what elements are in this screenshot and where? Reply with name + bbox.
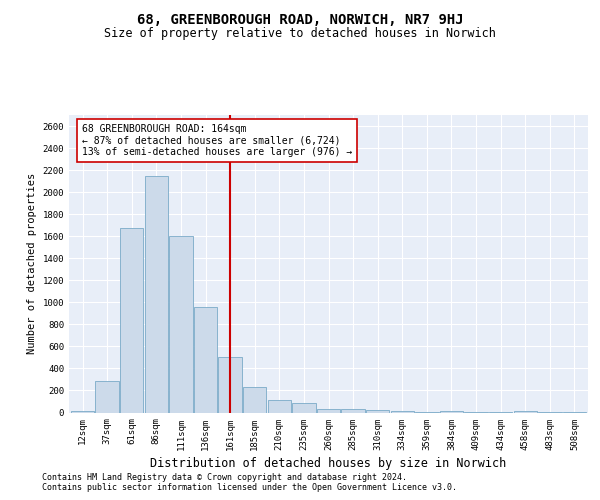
Text: Contains HM Land Registry data © Crown copyright and database right 2024.: Contains HM Land Registry data © Crown c… [42, 472, 407, 482]
Bar [514, 411, 537, 412]
Bar [268, 400, 291, 412]
Text: Contains public sector information licensed under the Open Government Licence v3: Contains public sector information licen… [42, 484, 457, 492]
Text: 68 GREENBOROUGH ROAD: 164sqm
← 87% of detached houses are smaller (6,724)
13% of: 68 GREENBOROUGH ROAD: 164sqm ← 87% of de… [82, 124, 352, 157]
Bar [95, 380, 119, 412]
Bar [391, 411, 414, 412]
Bar [317, 408, 340, 412]
Text: Size of property relative to detached houses in Norwich: Size of property relative to detached ho… [104, 28, 496, 40]
Bar [71, 410, 94, 412]
Bar [243, 386, 266, 412]
Bar [218, 358, 242, 412]
Bar [440, 410, 463, 412]
Text: 68, GREENBOROUGH ROAD, NORWICH, NR7 9HJ: 68, GREENBOROUGH ROAD, NORWICH, NR7 9HJ [137, 12, 463, 26]
Bar [169, 236, 193, 412]
Bar [341, 409, 365, 412]
X-axis label: Distribution of detached houses by size in Norwich: Distribution of detached houses by size … [151, 456, 506, 469]
Bar [120, 228, 143, 412]
Bar [194, 306, 217, 412]
Y-axis label: Number of detached properties: Number of detached properties [27, 173, 37, 354]
Bar [292, 402, 316, 412]
Bar [145, 176, 168, 412]
Bar [366, 410, 389, 412]
